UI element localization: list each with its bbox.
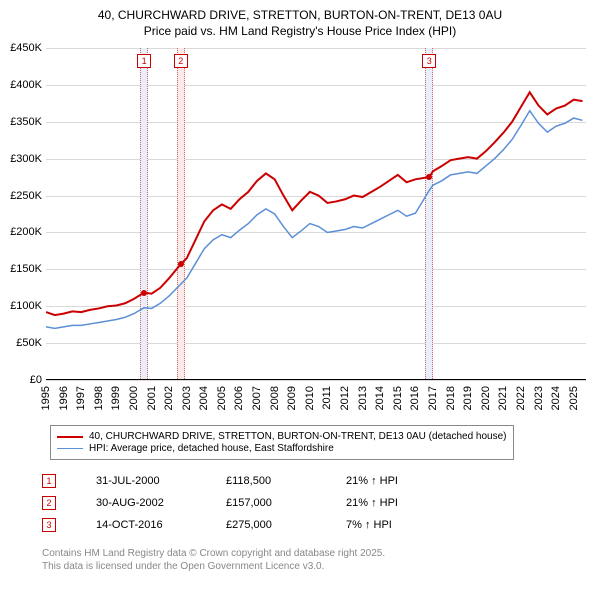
- annotation-row: 1 31-JUL-2000£118,50021% ↑ HPI: [42, 470, 456, 492]
- gridline: [46, 380, 586, 381]
- y-tick-label: £0: [2, 374, 42, 386]
- x-tick-label: 2019: [462, 386, 474, 410]
- legend-label: HPI: Average price, detached house, East…: [89, 443, 334, 454]
- annotation-marker: 3: [42, 518, 56, 532]
- x-tick-label: 1999: [110, 386, 122, 410]
- y-tick-label: £50K: [2, 337, 42, 349]
- y-tick-label: £250K: [2, 190, 42, 202]
- x-tick-label: 2008: [269, 386, 281, 410]
- x-tick-label: 1997: [75, 386, 87, 410]
- annotation-price: £275,000: [226, 519, 346, 531]
- footer-line2: This data is licensed under the Open Gov…: [42, 561, 385, 574]
- x-tick-label: 2010: [304, 386, 316, 410]
- series-line: [46, 92, 582, 315]
- x-tick-label: 2000: [128, 386, 140, 410]
- x-tick-label: 2001: [146, 386, 158, 410]
- x-tick-label: 2012: [339, 386, 351, 410]
- annotation-marker: 1: [42, 474, 56, 488]
- chart-container: 40, CHURCHWARD DRIVE, STRETTON, BURTON-O…: [0, 0, 600, 590]
- series-lines: [46, 48, 586, 380]
- x-tick-label: 2022: [515, 386, 527, 410]
- title-line2: Price paid vs. HM Land Registry's House …: [0, 24, 600, 40]
- plot-area: 123: [46, 48, 586, 380]
- x-tick-label: 2023: [533, 386, 545, 410]
- x-tick-label: 2003: [181, 386, 193, 410]
- annotation-row: 2 30-AUG-2002£157,00021% ↑ HPI: [42, 492, 456, 514]
- y-tick-label: £100K: [2, 300, 42, 312]
- annotation-pct: 21% ↑ HPI: [346, 497, 456, 509]
- legend-item: 40, CHURCHWARD DRIVE, STRETTON, BURTON-O…: [57, 431, 507, 442]
- y-tick-label: £450K: [2, 42, 42, 54]
- annotation-table: 1 31-JUL-2000£118,50021% ↑ HPI 2 30-AUG-200…: [42, 470, 456, 536]
- legend-swatch: [57, 448, 83, 449]
- x-tick-label: 1998: [93, 386, 105, 410]
- x-tick-label: 2005: [216, 386, 228, 410]
- sale-point: [426, 174, 432, 180]
- x-tick-label: 2013: [357, 386, 369, 410]
- y-tick-label: £300K: [2, 153, 42, 165]
- annotation-date: 30-AUG-2002: [96, 497, 226, 509]
- legend-item: HPI: Average price, detached house, East…: [57, 443, 507, 454]
- x-tick-label: 2017: [427, 386, 439, 410]
- chart-title: 40, CHURCHWARD DRIVE, STRETTON, BURTON-O…: [0, 0, 600, 39]
- y-tick-label: £150K: [2, 263, 42, 275]
- footer-line1: Contains HM Land Registry data © Crown c…: [42, 548, 385, 561]
- annotation-marker: 2: [42, 496, 56, 510]
- sale-point: [141, 290, 147, 296]
- title-line1: 40, CHURCHWARD DRIVE, STRETTON, BURTON-O…: [0, 8, 600, 24]
- x-tick-label: 2011: [321, 386, 333, 410]
- x-tick-label: 2014: [374, 386, 386, 410]
- x-tick-label: 2009: [286, 386, 298, 410]
- annotation-row: 3 14-OCT-2016£275,0007% ↑ HPI: [42, 514, 456, 536]
- series-line: [46, 111, 582, 329]
- x-tick-label: 2016: [409, 386, 421, 410]
- x-tick-label: 2021: [497, 386, 509, 410]
- annotation-date: 14-OCT-2016: [96, 519, 226, 531]
- legend-label: 40, CHURCHWARD DRIVE, STRETTON, BURTON-O…: [89, 431, 507, 442]
- legend-swatch: [57, 436, 83, 438]
- x-tick-label: 2015: [392, 386, 404, 410]
- x-tick-label: 2002: [163, 386, 175, 410]
- annotation-pct: 21% ↑ HPI: [346, 475, 456, 487]
- footer: Contains HM Land Registry data © Crown c…: [42, 548, 385, 573]
- annotation-pct: 7% ↑ HPI: [346, 519, 456, 531]
- x-tick-label: 1996: [58, 386, 70, 410]
- x-tick-label: 2020: [480, 386, 492, 410]
- x-tick-label: 2025: [568, 386, 580, 410]
- annotation-price: £118,500: [226, 475, 346, 487]
- y-tick-label: £350K: [2, 116, 42, 128]
- x-tick-label: 2004: [198, 386, 210, 410]
- y-tick-label: £400K: [2, 79, 42, 91]
- x-tick-label: 2006: [233, 386, 245, 410]
- sale-point: [178, 261, 184, 267]
- x-tick-label: 2007: [251, 386, 263, 410]
- legend: 40, CHURCHWARD DRIVE, STRETTON, BURTON-O…: [50, 425, 514, 460]
- annotation-price: £157,000: [226, 497, 346, 509]
- annotation-date: 31-JUL-2000: [96, 475, 226, 487]
- x-tick-label: 2018: [445, 386, 457, 410]
- x-tick-label: 1995: [40, 386, 52, 410]
- x-tick-label: 2024: [550, 386, 562, 410]
- y-tick-label: £200K: [2, 226, 42, 238]
